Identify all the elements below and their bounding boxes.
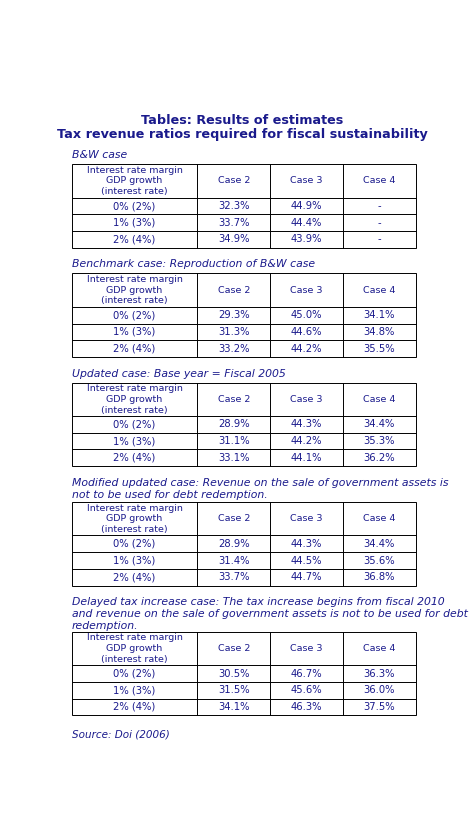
Text: 44.3%: 44.3% bbox=[291, 420, 322, 430]
Text: 35.3%: 35.3% bbox=[363, 436, 395, 446]
Text: 1% (3%): 1% (3%) bbox=[113, 218, 156, 228]
Text: 2% (4%): 2% (4%) bbox=[113, 702, 156, 712]
Text: Interest rate margin
GDP growth
(interest rate): Interest rate margin GDP growth (interes… bbox=[87, 166, 183, 196]
Text: 37.5%: 37.5% bbox=[363, 702, 395, 712]
Text: 33.2%: 33.2% bbox=[218, 344, 250, 354]
Text: 46.3%: 46.3% bbox=[291, 702, 322, 712]
Text: 45.0%: 45.0% bbox=[291, 310, 322, 320]
Text: 44.3%: 44.3% bbox=[291, 539, 322, 549]
Text: Tax revenue ratios required for fiscal sustainability: Tax revenue ratios required for fiscal s… bbox=[57, 128, 427, 141]
Text: Case 2: Case 2 bbox=[218, 515, 250, 523]
Text: 31.3%: 31.3% bbox=[218, 327, 250, 337]
Text: 44.2%: 44.2% bbox=[291, 436, 322, 446]
Text: Case 2: Case 2 bbox=[218, 286, 250, 294]
Text: Interest rate margin
GDP growth
(interest rate): Interest rate margin GDP growth (interes… bbox=[87, 275, 183, 305]
Text: -: - bbox=[378, 234, 381, 244]
Text: Case 3: Case 3 bbox=[290, 394, 323, 404]
Text: Benchmark case: Reproduction of B&W case: Benchmark case: Reproduction of B&W case bbox=[72, 259, 315, 269]
Text: Interest rate margin
GDP growth
(interest rate): Interest rate margin GDP growth (interes… bbox=[87, 633, 183, 664]
Text: 34.1%: 34.1% bbox=[218, 702, 250, 712]
Text: Interest rate margin
GDP growth
(interest rate): Interest rate margin GDP growth (interes… bbox=[87, 504, 183, 534]
Text: 36.2%: 36.2% bbox=[363, 453, 395, 463]
Text: 1% (3%): 1% (3%) bbox=[113, 436, 156, 446]
Text: Case 4: Case 4 bbox=[363, 177, 396, 185]
Text: 2% (4%): 2% (4%) bbox=[113, 572, 156, 582]
Text: Case 2: Case 2 bbox=[218, 177, 250, 185]
Text: Case 4: Case 4 bbox=[363, 286, 396, 294]
Text: -: - bbox=[378, 201, 381, 211]
Text: 44.7%: 44.7% bbox=[291, 572, 322, 582]
Text: Case 3: Case 3 bbox=[290, 515, 323, 523]
Text: 1% (3%): 1% (3%) bbox=[113, 555, 156, 565]
Text: Source: Doi (2006): Source: Doi (2006) bbox=[72, 730, 169, 740]
Bar bbox=[72, 383, 416, 466]
Text: 32.3%: 32.3% bbox=[218, 201, 250, 211]
Text: 1% (3%): 1% (3%) bbox=[113, 686, 156, 696]
Text: 33.7%: 33.7% bbox=[218, 218, 250, 228]
Bar bbox=[72, 632, 416, 716]
Text: 31.4%: 31.4% bbox=[218, 555, 250, 565]
Text: 44.9%: 44.9% bbox=[291, 201, 322, 211]
Text: 36.0%: 36.0% bbox=[363, 686, 395, 696]
Text: 44.2%: 44.2% bbox=[291, 344, 322, 354]
Text: 28.9%: 28.9% bbox=[218, 420, 250, 430]
Text: 34.1%: 34.1% bbox=[363, 310, 395, 320]
Text: Case 2: Case 2 bbox=[218, 394, 250, 404]
Text: Case 3: Case 3 bbox=[290, 177, 323, 185]
Text: 34.8%: 34.8% bbox=[364, 327, 395, 337]
Text: 33.7%: 33.7% bbox=[218, 572, 250, 582]
Text: Case 4: Case 4 bbox=[363, 515, 396, 523]
Text: 34.4%: 34.4% bbox=[364, 420, 395, 430]
Text: 44.4%: 44.4% bbox=[291, 218, 322, 228]
Text: Case 4: Case 4 bbox=[363, 394, 396, 404]
Text: Case 3: Case 3 bbox=[290, 644, 323, 653]
Text: 36.8%: 36.8% bbox=[363, 572, 395, 582]
Text: 0% (2%): 0% (2%) bbox=[113, 201, 156, 211]
Text: Case 3: Case 3 bbox=[290, 286, 323, 294]
Text: 35.6%: 35.6% bbox=[363, 555, 395, 565]
Text: 0% (2%): 0% (2%) bbox=[113, 420, 156, 430]
Text: 29.3%: 29.3% bbox=[218, 310, 250, 320]
Text: 33.1%: 33.1% bbox=[218, 453, 250, 463]
Text: Interest rate margin
GDP growth
(interest rate): Interest rate margin GDP growth (interes… bbox=[87, 384, 183, 414]
Text: 2% (4%): 2% (4%) bbox=[113, 453, 156, 463]
Text: 30.5%: 30.5% bbox=[218, 669, 250, 679]
Text: Delayed tax increase case: The tax increase begins from fiscal 2010
and revenue : Delayed tax increase case: The tax incre… bbox=[72, 597, 468, 631]
Text: -: - bbox=[378, 218, 381, 228]
Text: 34.9%: 34.9% bbox=[218, 234, 250, 244]
Text: Case 4: Case 4 bbox=[363, 644, 396, 653]
Bar bbox=[72, 502, 416, 585]
Text: B&W case: B&W case bbox=[72, 150, 127, 160]
Text: Tables: Results of estimates: Tables: Results of estimates bbox=[141, 114, 343, 128]
Text: 46.7%: 46.7% bbox=[291, 669, 322, 679]
Text: 44.5%: 44.5% bbox=[291, 555, 322, 565]
Text: 31.1%: 31.1% bbox=[218, 436, 250, 446]
Text: 2% (4%): 2% (4%) bbox=[113, 344, 156, 354]
Text: 45.6%: 45.6% bbox=[291, 686, 322, 696]
Text: 0% (2%): 0% (2%) bbox=[113, 539, 156, 549]
Text: 43.9%: 43.9% bbox=[291, 234, 322, 244]
Text: 0% (2%): 0% (2%) bbox=[113, 669, 156, 679]
Text: 2% (4%): 2% (4%) bbox=[113, 234, 156, 244]
Text: Case 2: Case 2 bbox=[218, 644, 250, 653]
Text: Updated case: Base year = Fiscal 2005: Updated case: Base year = Fiscal 2005 bbox=[72, 369, 286, 379]
Text: 0% (2%): 0% (2%) bbox=[113, 310, 156, 320]
Text: 35.5%: 35.5% bbox=[363, 344, 395, 354]
Text: 44.6%: 44.6% bbox=[291, 327, 322, 337]
Text: 34.4%: 34.4% bbox=[364, 539, 395, 549]
Text: 1% (3%): 1% (3%) bbox=[113, 327, 156, 337]
Text: 28.9%: 28.9% bbox=[218, 539, 250, 549]
Text: Modified updated case: Revenue on the sale of government assets is
not to be use: Modified updated case: Revenue on the sa… bbox=[72, 478, 448, 500]
Bar bbox=[72, 164, 416, 248]
Text: 44.1%: 44.1% bbox=[291, 453, 322, 463]
Bar bbox=[72, 274, 416, 357]
Text: 31.5%: 31.5% bbox=[218, 686, 250, 696]
Text: 36.3%: 36.3% bbox=[363, 669, 395, 679]
